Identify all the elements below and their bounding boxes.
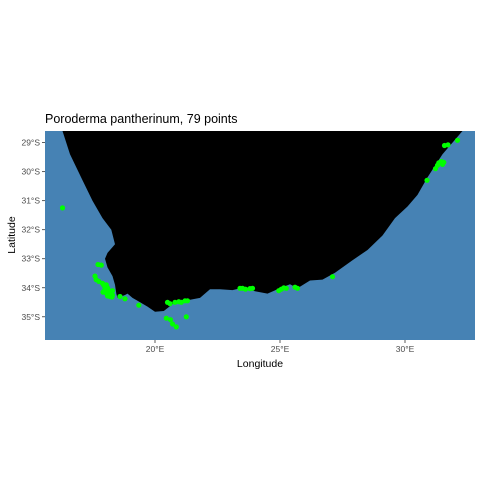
y-tick-label: 31°S <box>21 196 40 206</box>
y-axis: 29°S 30°S 31°S 32°S 33°S 34°S 35°S <box>21 138 45 322</box>
occurrence-point <box>169 321 176 327</box>
occurrence-point <box>441 159 447 165</box>
southern-africa-landmass <box>45 131 475 312</box>
y-tick-label: 34°S <box>21 283 40 293</box>
map-panel <box>45 131 475 340</box>
occurrence-point <box>424 177 430 183</box>
occurrence-point <box>117 293 123 300</box>
occurrence-point <box>122 296 128 302</box>
occurrence-point <box>329 274 336 280</box>
occurrence-point <box>454 137 461 143</box>
occurrence-point <box>109 288 116 294</box>
x-axis-title: Longitude <box>237 358 283 370</box>
occurrence-points <box>59 137 461 330</box>
occurrence-point <box>445 142 451 148</box>
occurrence-point <box>59 205 66 211</box>
occurrence-point <box>283 285 289 291</box>
occurrence-point <box>242 286 249 292</box>
y-tick-label: 33°S <box>21 254 40 264</box>
occurrence-point <box>249 285 256 291</box>
y-tick-label: 35°S <box>21 312 40 322</box>
occurrence-point <box>167 317 174 323</box>
plot-title: Poroderma pantherinum, 79 points <box>45 112 237 126</box>
occurrence-point <box>184 298 191 304</box>
occurrence-point <box>136 302 142 308</box>
occurrence-point <box>183 314 189 320</box>
occurrence-point <box>163 315 169 321</box>
x-tick-label: 25°E <box>271 344 290 354</box>
occurrence-point <box>109 294 115 300</box>
occurrence-point <box>173 324 179 330</box>
y-axis-title: Latitude <box>6 216 18 254</box>
y-tick-label: 30°S <box>21 167 40 177</box>
x-tick-label: 20°E <box>146 344 165 354</box>
occurrence-point <box>98 262 104 268</box>
x-axis: 20°E 25°E 30°E <box>146 340 415 354</box>
x-tick-label: 30°E <box>396 344 415 354</box>
occurrence-point <box>167 301 173 307</box>
y-tick-label: 32°S <box>21 225 40 235</box>
occurrence-point <box>294 285 301 291</box>
y-tick-label: 29°S <box>21 138 40 148</box>
